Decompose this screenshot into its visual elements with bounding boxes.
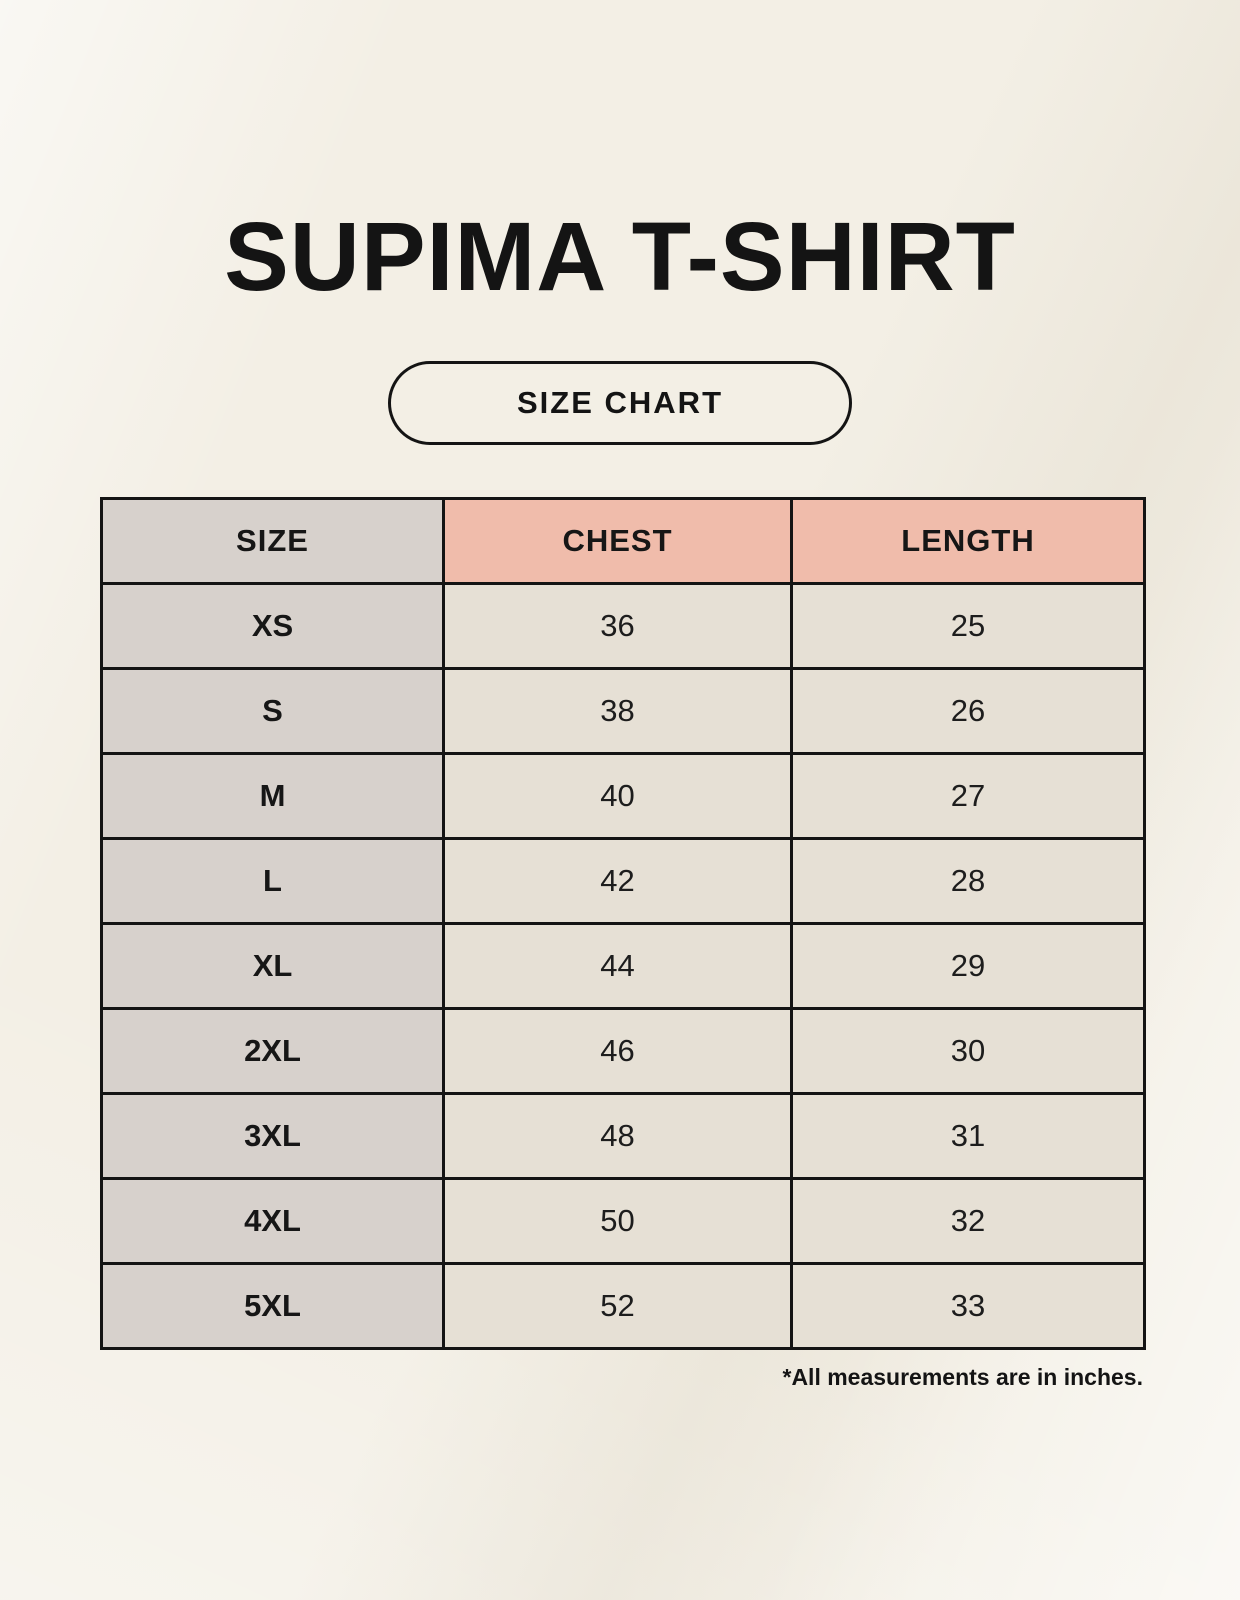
size-cell: 5XL xyxy=(100,1262,445,1350)
chest-cell: 40 xyxy=(442,752,793,840)
length-cell: 29 xyxy=(790,922,1146,1010)
length-cell: 27 xyxy=(790,752,1146,840)
chest-cell: 48 xyxy=(442,1092,793,1180)
table-header-row: SIZE CHEST LENGTH xyxy=(100,497,1146,585)
table-row: XL 44 29 xyxy=(100,922,1146,1010)
size-cell: L xyxy=(100,837,445,925)
table-row: 2XL 46 30 xyxy=(100,1007,1146,1095)
table-row: 3XL 48 31 xyxy=(100,1092,1146,1180)
length-cell: 30 xyxy=(790,1007,1146,1095)
size-chart-badge[interactable]: SIZE CHART xyxy=(388,361,852,445)
size-cell: XS xyxy=(100,582,445,670)
table-row: 5XL 52 33 xyxy=(100,1262,1146,1350)
size-chart-badge-label: SIZE CHART xyxy=(517,385,723,420)
size-cell: 4XL xyxy=(100,1177,445,1265)
length-cell: 26 xyxy=(790,667,1146,755)
length-cell: 25 xyxy=(790,582,1146,670)
page-title: SUPIMA T-SHIRT xyxy=(224,202,1016,311)
chest-cell: 46 xyxy=(442,1007,793,1095)
table-row: XS 36 25 xyxy=(100,582,1146,670)
size-cell: M xyxy=(100,752,445,840)
chest-cell: 50 xyxy=(442,1177,793,1265)
column-header-length: LENGTH xyxy=(790,497,1146,585)
measurements-footnote: *All measurements are in inches. xyxy=(782,1364,1144,1390)
size-cell: 2XL xyxy=(100,1007,445,1095)
size-cell: 3XL xyxy=(100,1092,445,1180)
table-row: M 40 27 xyxy=(100,752,1146,840)
size-cell: XL xyxy=(100,922,445,1010)
chest-cell: 44 xyxy=(442,922,793,1010)
column-header-size: SIZE xyxy=(100,497,445,585)
length-cell: 33 xyxy=(790,1262,1146,1350)
chest-cell: 42 xyxy=(442,837,793,925)
chest-cell: 38 xyxy=(442,667,793,755)
chest-cell: 36 xyxy=(442,582,793,670)
column-header-chest: CHEST xyxy=(442,497,793,585)
length-cell: 31 xyxy=(790,1092,1146,1180)
table-row: 4XL 50 32 xyxy=(100,1177,1146,1265)
length-cell: 32 xyxy=(790,1177,1146,1265)
size-cell: S xyxy=(100,667,445,755)
chest-cell: 52 xyxy=(442,1262,793,1350)
table-row: L 42 28 xyxy=(100,837,1146,925)
size-table: SIZE CHEST LENGTH XS 36 25 S 38 26 M 40 … xyxy=(100,497,1146,1350)
length-cell: 28 xyxy=(790,837,1146,925)
table-row: S 38 26 xyxy=(100,667,1146,755)
